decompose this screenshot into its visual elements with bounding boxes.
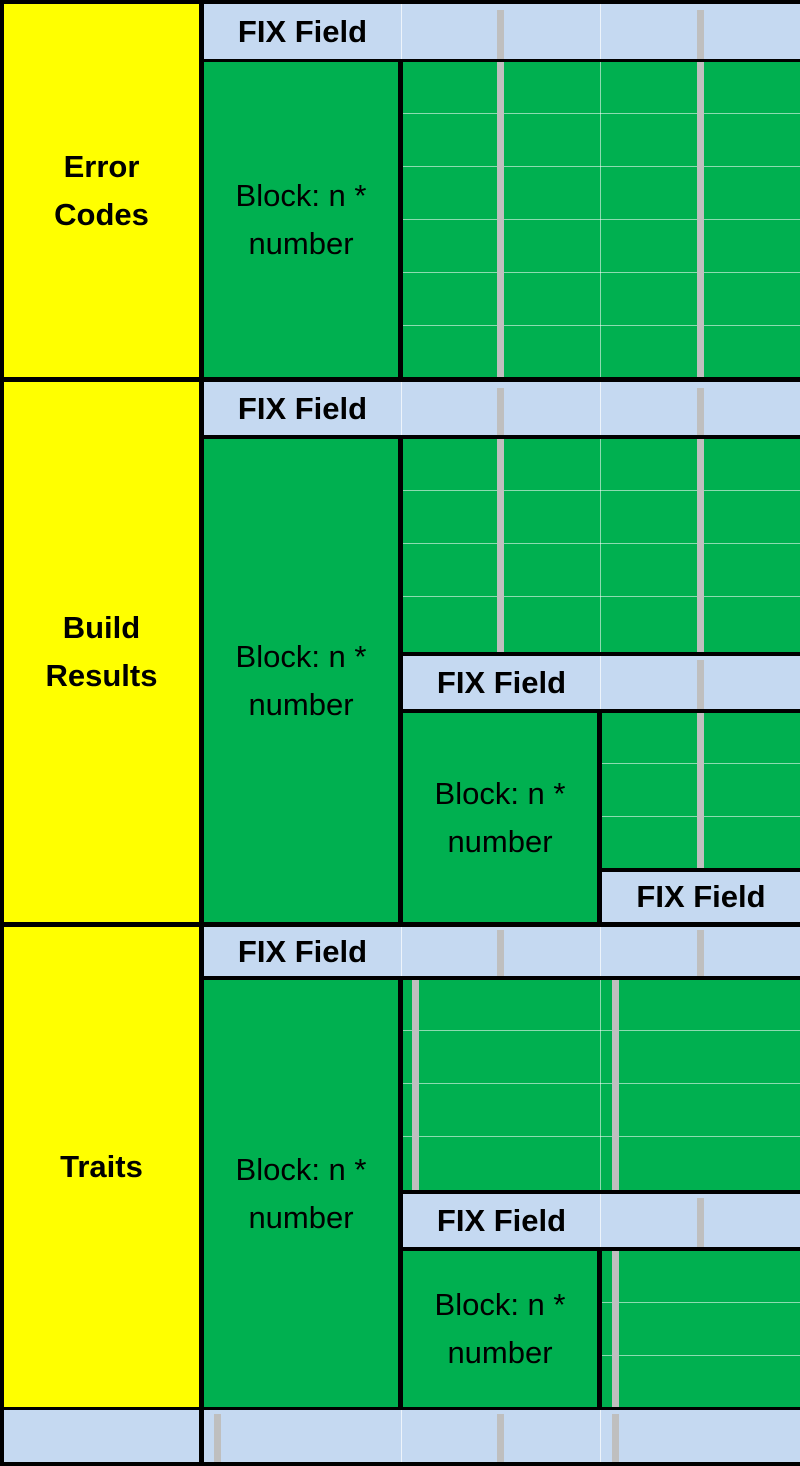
cell-divider [600, 4, 601, 59]
fix-field-label: FIX Field [237, 390, 368, 426]
column-separator [412, 980, 419, 1190]
nested-fix-field-row [403, 1194, 800, 1247]
section-build-results [4, 382, 199, 922]
row-divider [403, 1136, 800, 1137]
block-label: Block: n * number [434, 775, 566, 859]
column-separator [612, 1414, 619, 1462]
cell-divider [600, 62, 601, 377]
repeating-rows-area [403, 980, 800, 1190]
cell-divider [401, 1410, 402, 1462]
cell-divider [600, 1410, 601, 1462]
cell-divider [401, 927, 402, 976]
row-divider [403, 1030, 800, 1031]
fix-field-label: FIX Field [636, 879, 766, 914]
cell-divider [600, 927, 601, 976]
section-error-codes [4, 4, 199, 377]
column-separator [612, 1251, 619, 1407]
row-divider [602, 1302, 800, 1303]
row-divider [403, 596, 800, 597]
fix-field-label: FIX Field [436, 1202, 567, 1238]
row-divider [403, 1083, 800, 1084]
column-separator [697, 388, 704, 435]
row-divider [403, 325, 800, 326]
block-label: Block: n * number [235, 1151, 367, 1235]
row-divider [403, 490, 800, 491]
section-label-build-results: Build Results [45, 610, 158, 693]
column-separator [497, 930, 504, 976]
cell-divider [600, 980, 601, 1190]
footer-cell-left [4, 1410, 199, 1462]
cell-divider [600, 1194, 601, 1247]
section-label-traits: Traits [60, 1149, 143, 1184]
row-divider [403, 219, 800, 220]
block-label: Block: n * number [434, 1287, 566, 1370]
block-cell [204, 62, 398, 377]
column-separator [497, 388, 504, 435]
fix-field-label: FIX Field [237, 13, 368, 49]
row-divider [602, 1355, 800, 1356]
nested-repeating-rows-area [602, 1251, 800, 1407]
repeating-rows-area [403, 439, 800, 652]
row-divider [403, 272, 800, 273]
block-cell [204, 980, 398, 1407]
fix-field-label: FIX Field [436, 664, 567, 700]
block-label: Block: n * number [235, 638, 367, 722]
nested-block-cell [403, 713, 597, 922]
section-label-error-codes: Error Codes [54, 148, 149, 232]
cell-divider [600, 382, 601, 435]
column-separator [612, 980, 619, 1190]
section-traits [4, 927, 199, 1407]
row-divider [403, 543, 800, 544]
column-separator [214, 1414, 221, 1462]
block-cell [204, 439, 398, 922]
cell-divider [600, 439, 601, 652]
nested-fix-field-row [602, 872, 800, 922]
cell-divider [401, 382, 402, 435]
cell-divider [401, 4, 402, 59]
fix-field-label: FIX Field [237, 933, 368, 969]
column-separator [697, 1198, 704, 1247]
column-separator [697, 10, 704, 59]
column-separator [697, 62, 704, 377]
column-separator [497, 439, 504, 652]
row-divider [403, 113, 800, 114]
column-separator [697, 660, 704, 709]
column-separator [497, 10, 504, 59]
column-separator [697, 930, 704, 976]
nested-block-cell [403, 1251, 597, 1407]
column-separator [497, 62, 504, 377]
column-separator [697, 713, 704, 868]
row-divider [403, 166, 800, 167]
nested-fix-field-row [403, 656, 800, 709]
block-label: Block: n * number [235, 177, 367, 261]
column-separator [497, 1414, 504, 1462]
cell-divider [600, 656, 601, 709]
column-separator [697, 439, 704, 652]
